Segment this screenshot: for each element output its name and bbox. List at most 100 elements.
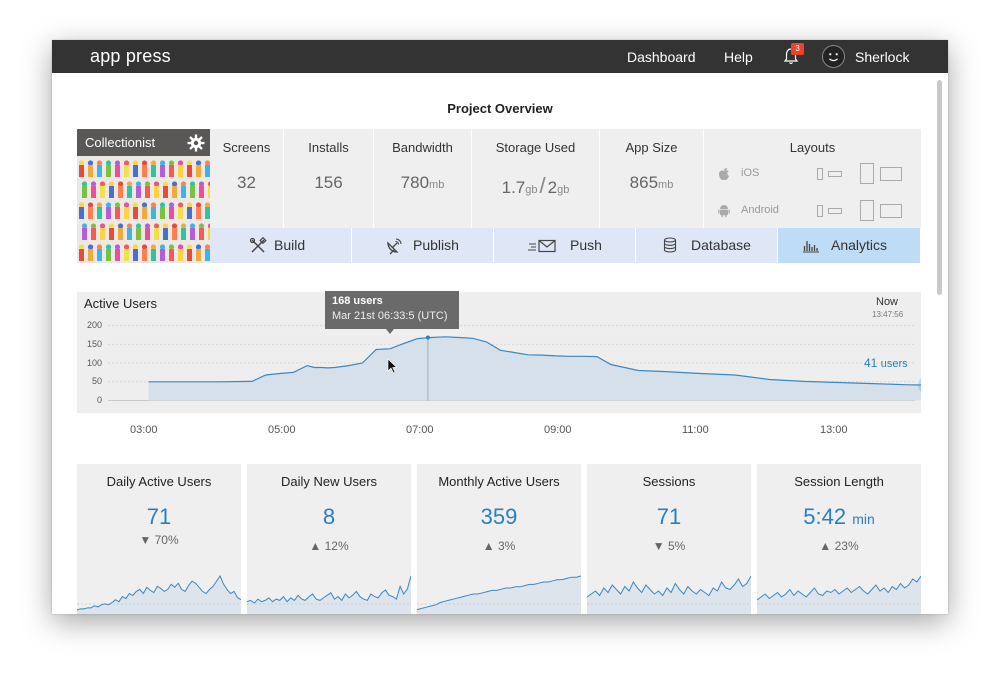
card-sessions[interactable]: Sessions 71 ▼ 5% [587, 464, 751, 614]
card-monthly-active-users[interactable]: Monthly Active Users 359 ▲ 3% [417, 464, 581, 614]
publish-button[interactable]: Publish [352, 228, 494, 263]
current-users-unit: users [880, 358, 908, 370]
pez-body [118, 186, 123, 198]
pez-body [199, 228, 204, 240]
ios-phone-landscape[interactable] [828, 171, 842, 177]
build-button[interactable]: Build [210, 228, 352, 263]
pez-head [177, 160, 184, 166]
nav-dashboard-link[interactable]: Dashboard [627, 49, 696, 65]
notification-badge: 3 [791, 43, 804, 55]
pez-head [204, 160, 210, 166]
card-session-length[interactable]: Session Length 5:42 min ▲ 23% [757, 464, 921, 614]
sparkline [587, 575, 751, 614]
card-title: Daily Active Users [106, 474, 212, 489]
avatar[interactable] [822, 45, 845, 68]
pez-body [136, 228, 141, 240]
sparkline-line [587, 575, 751, 598]
pez-body [190, 228, 195, 240]
nav-help-link[interactable]: Help [724, 49, 753, 65]
pez-body [163, 228, 168, 240]
envelope-icon [528, 239, 556, 253]
scrollbar-thumb[interactable] [937, 80, 942, 295]
pez-body [136, 186, 141, 198]
pez-head [87, 202, 94, 208]
pez-head [117, 181, 124, 187]
pez-body [178, 165, 183, 177]
active-users-chart[interactable] [77, 292, 921, 413]
pez-head [150, 244, 157, 250]
pez-body [178, 207, 183, 219]
layouts-panel: Layouts iOS Android [704, 129, 921, 228]
brand-logo[interactable]: app press [90, 46, 171, 66]
pez-head [186, 202, 193, 208]
ios-tablet-landscape[interactable] [880, 167, 902, 181]
pez-head [168, 202, 175, 208]
pez-body [142, 165, 147, 177]
pez-head [144, 223, 151, 229]
ios-tablet-portrait[interactable] [860, 163, 874, 184]
card-daily-new-users[interactable]: Daily New Users 8 ▲ 12% [247, 464, 411, 614]
pez-body [205, 165, 210, 177]
top-navigation-bar: app press Dashboard Help 3 Sherlock [52, 40, 948, 73]
pez-head [99, 181, 106, 187]
pez-body [151, 207, 156, 219]
pez-body [208, 186, 210, 198]
pez-body [88, 165, 93, 177]
pez-body [115, 207, 120, 219]
pez-head [123, 244, 130, 250]
pez-body [109, 186, 114, 198]
pez-body [100, 186, 105, 198]
trend-up-icon: ▲ [482, 539, 495, 553]
pez-head [153, 181, 160, 187]
card-value: 5:42 min [757, 504, 921, 530]
pez-body [88, 207, 93, 219]
x-tick-label: 07:00 [406, 424, 434, 436]
pez-body [196, 165, 201, 177]
card-value: 359 [480, 504, 518, 529]
pez-head [81, 181, 88, 187]
pez-body [91, 186, 96, 198]
sparkline-area [757, 576, 921, 614]
sparkline [757, 575, 921, 614]
pez-head [105, 160, 112, 166]
ios-phone-portrait[interactable] [817, 168, 823, 180]
android-phone-portrait[interactable] [817, 205, 823, 217]
card-change: ▲ 3% [417, 539, 581, 553]
pez-head [180, 223, 187, 229]
page-title: Project Overview [447, 101, 553, 116]
pez-head [168, 160, 175, 166]
pez-body [106, 249, 111, 261]
pez-head [204, 244, 210, 250]
current-users-label: 41 users [864, 356, 908, 370]
android-phone-landscape[interactable] [828, 208, 842, 214]
user-name[interactable]: Sherlock [855, 49, 910, 65]
sparkline-area [247, 576, 411, 614]
action-label: Analytics [831, 237, 888, 253]
satellite-icon [387, 238, 402, 255]
platform-android: Android [741, 204, 779, 216]
tools-icon [249, 237, 267, 253]
stat-storage-used: Storage Used 1.7gb/2gb [472, 129, 600, 228]
analytics-button[interactable]: Analytics [778, 228, 921, 263]
layouts-title: Layouts [789, 140, 836, 155]
session-length-unit: min [852, 511, 875, 527]
x-tick-label: 09:00 [544, 424, 572, 436]
tooltip-arrow [386, 329, 394, 334]
pez-body [109, 228, 114, 240]
pez-body [205, 249, 210, 261]
database-icon [663, 237, 677, 253]
pez-body [82, 186, 87, 198]
android-tablet-portrait[interactable] [860, 200, 874, 221]
push-button[interactable]: Push [494, 228, 636, 263]
android-tablet-landscape[interactable] [880, 204, 902, 218]
project-thumbnail[interactable]: Collectionist [77, 129, 210, 263]
card-daily-active-users[interactable]: Daily Active Users 71 ▼ 70% [77, 464, 241, 614]
sparkline [247, 575, 411, 614]
gear-icon[interactable] [187, 134, 205, 152]
x-tick-label: 03:00 [130, 424, 158, 436]
tooltip-date: Mar 21st 06:33:5 (UTC) [332, 310, 448, 322]
stat-value: 32 [237, 173, 256, 192]
database-button[interactable]: Database [636, 228, 778, 263]
apple-icon [719, 168, 729, 180]
stat-bandwidth: Bandwidth 780mb [374, 129, 472, 228]
